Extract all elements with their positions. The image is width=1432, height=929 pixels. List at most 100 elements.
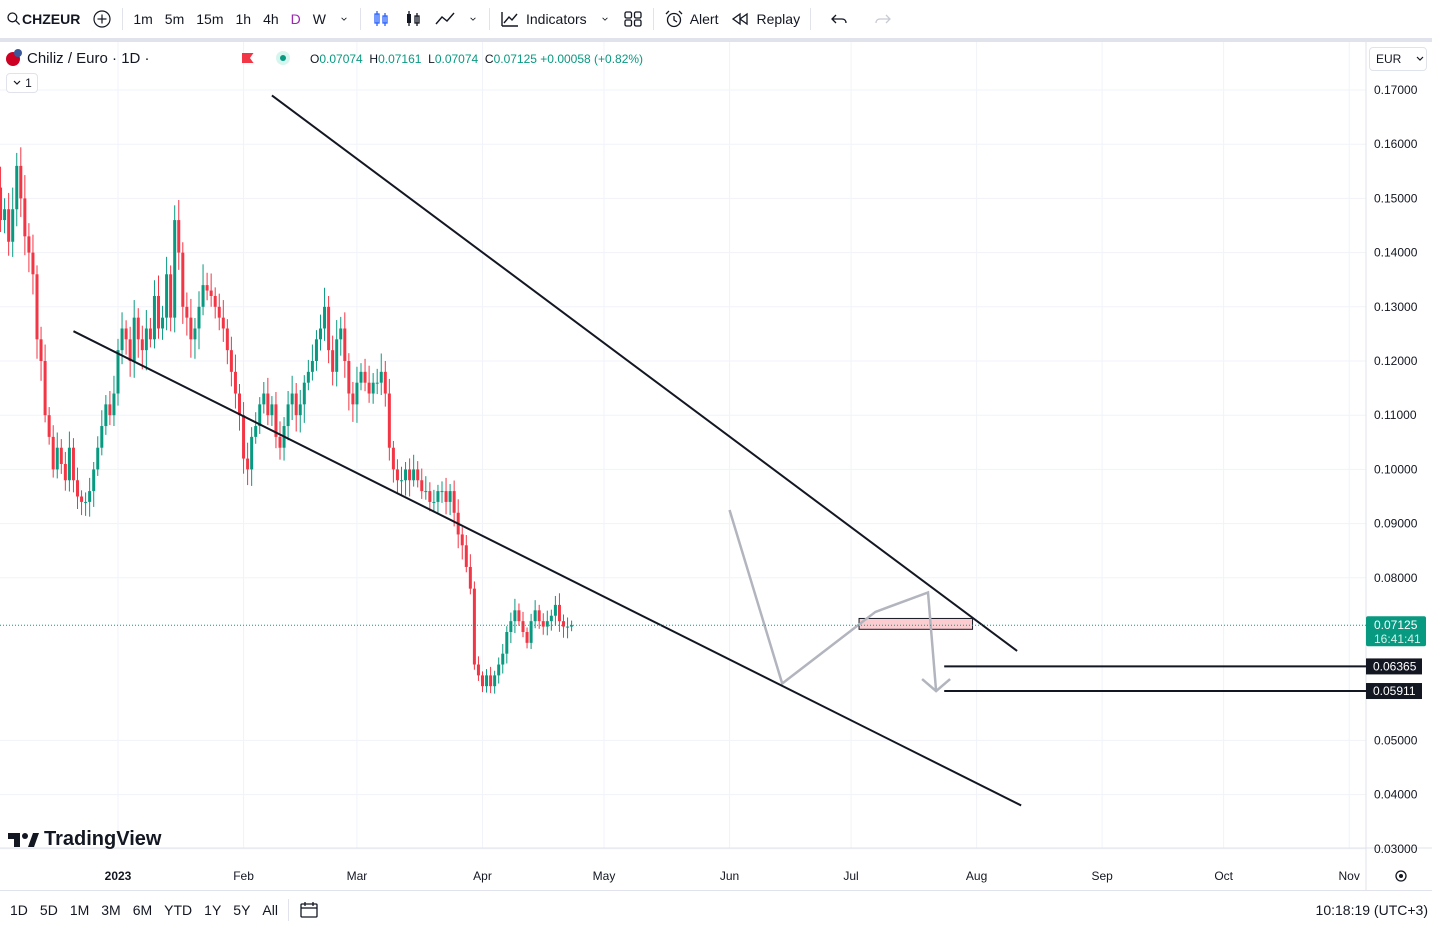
price-zone[interactable] [858,617,974,630]
search-icon [7,12,21,26]
candles-button[interactable] [365,0,397,38]
candle [7,192,11,256]
candle [323,287,327,341]
projection-path[interactable] [728,509,938,692]
candle [517,603,521,626]
candle [537,604,541,629]
templates-dropdown[interactable] [593,0,617,38]
market-closed-icon [241,53,254,63]
candle [290,375,294,421]
timeframe-d[interactable]: D [290,11,301,27]
range-6m[interactable]: 6M [132,901,153,918]
bars-button[interactable] [397,0,429,38]
candle [67,431,71,492]
candle [493,670,497,694]
candle [387,378,391,461]
symbol-search[interactable]: CHZEUR [0,0,86,38]
level-label-bg [1366,683,1422,700]
candle [258,397,262,434]
candle [314,330,318,371]
x-tick-label: Oct [1214,869,1233,883]
level-label: 0.05911 [1373,684,1416,698]
candle [189,298,193,358]
trendline[interactable] [271,94,1018,652]
timeframe-w[interactable]: W [312,11,326,27]
line-chart-button[interactable] [429,0,461,38]
range-1m[interactable]: 1M [69,901,90,918]
timeframe-1h[interactable]: 1h [235,11,252,27]
tradingview-logo[interactable]: TradingView [8,828,161,851]
candle [505,626,509,664]
candle [197,291,201,350]
candle [444,477,448,515]
bottom-toolbar: 1D 5D 1M 3M 6M YTD 1Y 5Y All 10:18:19 (UTC+3) [0,890,1432,928]
indicators-icon [501,12,518,27]
y-tick-label: 0.04000 [1374,788,1418,802]
y-tick-label: 0.09000 [1374,517,1418,531]
current-price-label-bg [1366,616,1426,647]
range-1y[interactable]: 1Y [204,901,222,918]
candle [242,402,246,474]
candle [339,316,343,356]
bar-chart-icon [406,11,420,26]
candle [570,620,574,632]
range-5d[interactable]: 5D [39,901,58,918]
replay-button[interactable]: Replay [724,0,806,38]
timeframe-1m[interactable]: 1m [133,11,153,27]
currency-select[interactable]: EUR [1369,47,1427,71]
y-tick-label: 0.03000 [1374,842,1418,856]
price-chart[interactable]: 0.17000 0.16000 0.15000 0.14000 0.13000 0.120… [0,42,1432,890]
clock[interactable]: 10:18:19 (UTC+3) [1315,902,1428,918]
candle [132,300,136,378]
candle [165,256,169,331]
x-tick-label: Jun [720,869,739,883]
candle [92,461,96,507]
trendline[interactable] [73,330,1022,807]
candle [412,454,416,487]
candle [553,595,557,626]
candle [3,198,7,234]
chart-type-dropdown[interactable] [461,0,485,38]
candle [76,467,79,510]
compare-button[interactable] [86,0,118,38]
candle [124,320,128,355]
legend-collapse-button[interactable]: 1 [6,73,38,93]
alert-button[interactable]: Alert [658,0,725,38]
x-tick-label: Feb [233,869,254,883]
layout-button[interactable] [617,0,649,38]
timeframe-5m[interactable]: 5m [164,11,185,27]
candle [408,458,412,497]
range-all[interactable]: All [262,901,278,918]
indicators-button[interactable]: Indicators [494,0,593,38]
y-tick-label: 0.05000 [1374,733,1418,747]
range-ytd[interactable]: YTD [164,901,193,918]
redo-button[interactable] [863,0,903,38]
candle [59,439,63,474]
range-5y[interactable]: 5Y [233,901,251,918]
candle [55,432,59,479]
candle [302,375,306,423]
chevron-down-icon [13,80,21,85]
range-3m[interactable]: 3M [101,901,121,918]
candle [359,363,363,391]
legend-count: 1 [25,76,32,90]
y-tick-label: 0.15000 [1374,191,1418,205]
goto-date-button[interactable] [293,891,325,929]
candle [448,483,452,516]
settings-icon[interactable] [1395,870,1407,882]
candle [468,554,472,595]
candle [367,365,371,403]
timeframe-4h[interactable]: 4h [263,11,279,27]
candle [96,436,100,476]
range-1d[interactable]: 1D [10,901,28,918]
candle [513,598,517,634]
timeframe-dropdown[interactable] [332,0,356,38]
candle [363,358,367,392]
undo-button[interactable] [815,0,863,38]
candle [31,234,35,295]
add-circle-icon [93,10,111,28]
bar-countdown-label: 16:41:41 [1374,632,1421,646]
candle [47,407,51,445]
timeframe-15m[interactable]: 15m [196,11,224,27]
candle [270,396,274,427]
